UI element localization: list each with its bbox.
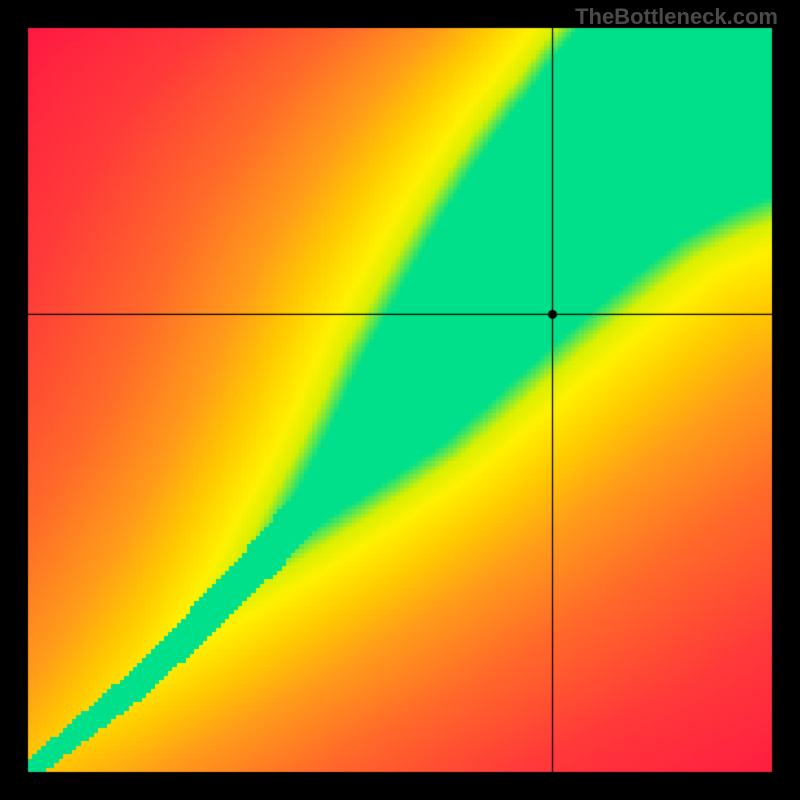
- watermark-text: TheBottleneck.com: [575, 4, 778, 30]
- bottleneck-heatmap: [0, 0, 800, 800]
